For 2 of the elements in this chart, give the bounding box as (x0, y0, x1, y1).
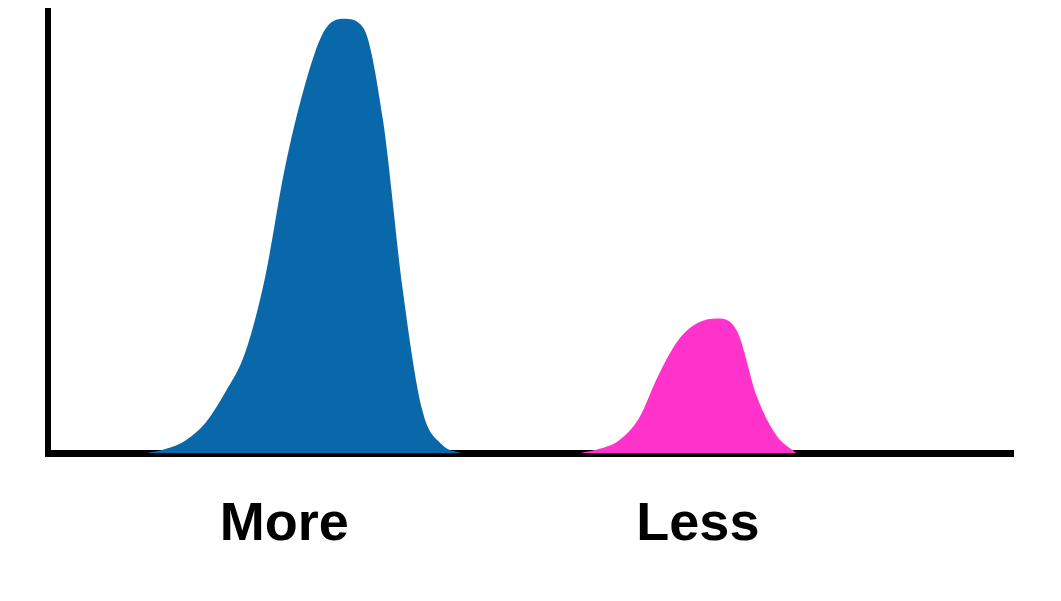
x-tick-label: More (219, 491, 349, 552)
x-tick-label: Less (636, 491, 760, 552)
